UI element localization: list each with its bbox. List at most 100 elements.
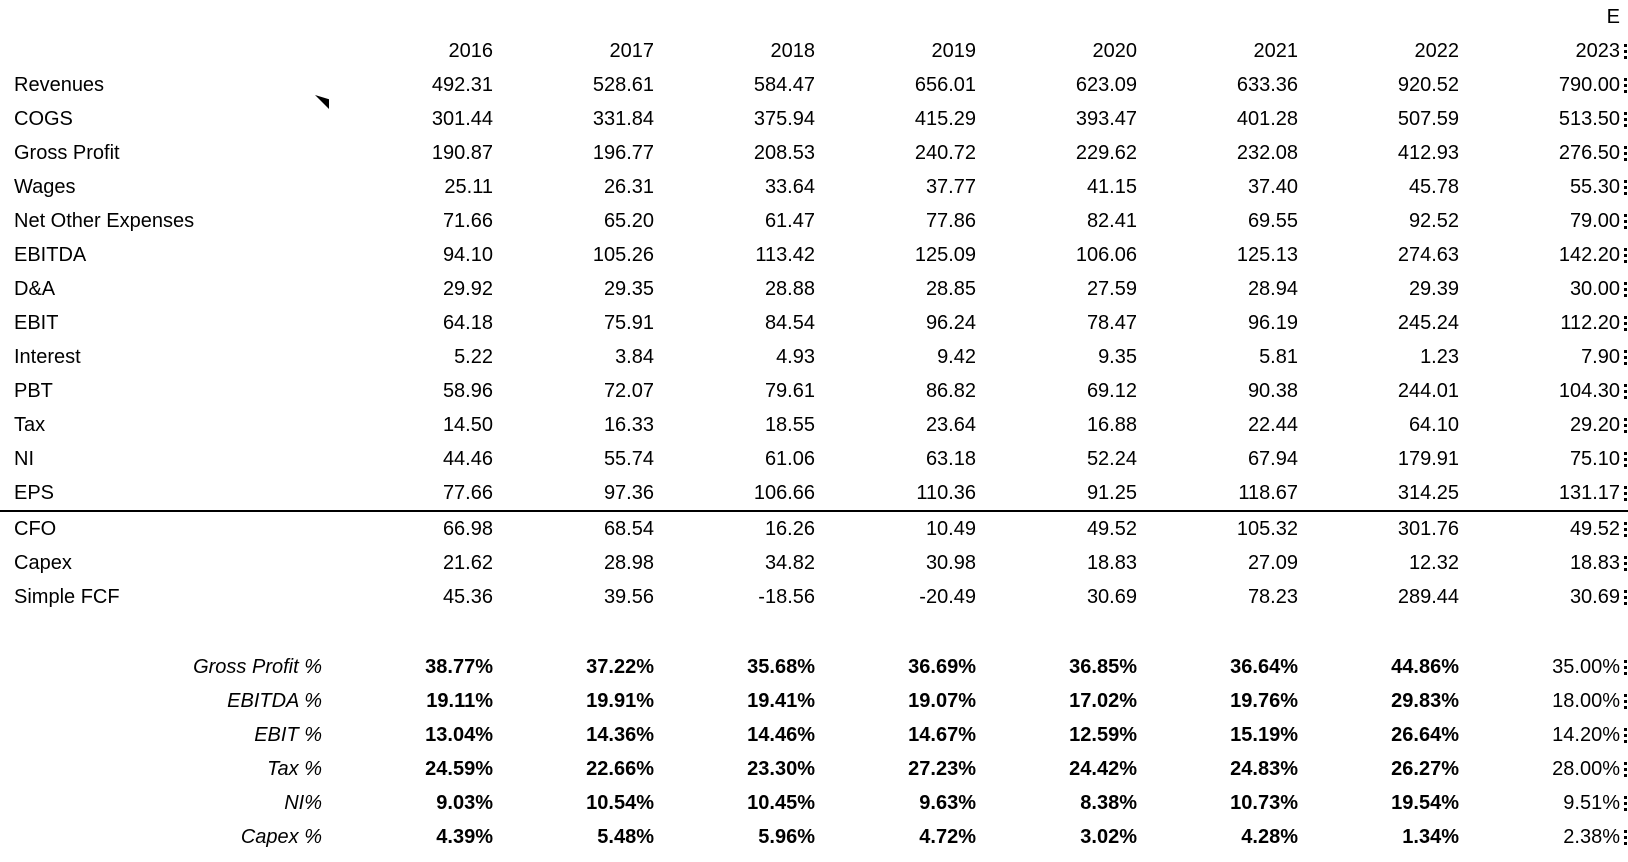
value-cell[interactable]: 104.30 — [1558, 379, 1620, 402]
value-cell[interactable]: 28.94 — [1247, 277, 1298, 300]
table-row-label[interactable]: Wages — [14, 175, 76, 198]
value-cell[interactable]: 79.00 — [1569, 209, 1620, 232]
value-cell[interactable]: -18.56 — [758, 585, 815, 608]
year-cell[interactable]: 2018 — [770, 39, 816, 62]
value-cell[interactable]: 75.91 — [603, 311, 654, 334]
value-cell[interactable]: 45.78 — [1408, 175, 1459, 198]
year-cell[interactable]: 2016 — [448, 39, 494, 62]
value-cell[interactable]: 18.00% — [1552, 689, 1620, 712]
table-row-label[interactable]: EBIT — [14, 311, 59, 334]
value-cell[interactable]: 30.69 — [1569, 585, 1620, 608]
value-cell[interactable]: 19.54% — [1391, 791, 1459, 814]
value-cell[interactable]: 44.46 — [442, 447, 493, 470]
value-cell[interactable]: 584.47 — [753, 73, 815, 96]
value-cell[interactable]: 18.83 — [1086, 551, 1137, 574]
value-cell[interactable]: 19.91% — [586, 689, 654, 712]
table-row-label[interactable]: EPS — [14, 481, 55, 504]
value-cell[interactable]: 9.51% — [1563, 791, 1620, 814]
value-cell[interactable]: 49.52 — [1086, 517, 1137, 540]
value-cell[interactable]: 28.98 — [603, 551, 654, 574]
value-cell[interactable]: 97.36 — [603, 481, 654, 504]
table-row-label[interactable]: Net Other Expenses — [14, 209, 195, 232]
value-cell[interactable]: 3.02% — [1080, 825, 1137, 848]
value-cell[interactable]: 245.24 — [1397, 311, 1459, 334]
value-cell[interactable]: 125.13 — [1236, 243, 1298, 266]
value-cell[interactable]: 23.30% — [747, 757, 815, 780]
value-cell[interactable]: 22.66% — [586, 757, 654, 780]
value-cell[interactable]: 4.39% — [436, 825, 493, 848]
value-cell[interactable]: 14.36% — [586, 723, 654, 746]
value-cell[interactable]: 24.42% — [1069, 757, 1137, 780]
table-row-label[interactable]: PBT — [14, 379, 53, 402]
value-cell[interactable]: 72.07 — [603, 379, 654, 402]
value-cell[interactable]: 34.82 — [764, 551, 815, 574]
value-cell[interactable]: 79.61 — [764, 379, 815, 402]
value-cell[interactable]: 19.07% — [908, 689, 976, 712]
value-cell[interactable]: 36.64% — [1230, 655, 1298, 678]
value-cell[interactable]: 7.90 — [1581, 345, 1620, 368]
table-row-label[interactable]: NI — [14, 447, 34, 470]
year-cell[interactable]: 2023 — [1575, 39, 1621, 62]
value-cell[interactable]: 10.54% — [586, 791, 654, 814]
value-cell[interactable]: 22.44 — [1247, 413, 1298, 436]
value-cell[interactable]: 113.42 — [755, 243, 815, 266]
value-cell[interactable]: 14.67% — [908, 723, 976, 746]
value-cell[interactable]: 94.10 — [442, 243, 493, 266]
value-cell[interactable]: 276.50 — [1558, 141, 1620, 164]
value-cell[interactable]: -20.49 — [919, 585, 976, 608]
value-cell[interactable]: 3.84 — [615, 345, 654, 368]
value-cell[interactable]: 77.86 — [925, 209, 976, 232]
table-row-label[interactable]: Gross Profit % — [193, 655, 322, 678]
value-cell[interactable]: 19.41% — [747, 689, 815, 712]
value-cell[interactable]: 118.67 — [1238, 481, 1298, 504]
value-cell[interactable]: 75.10 — [1569, 447, 1620, 470]
value-cell[interactable]: 64.10 — [1408, 413, 1459, 436]
value-cell[interactable]: 244.01 — [1397, 379, 1459, 402]
value-cell[interactable]: 19.76% — [1230, 689, 1298, 712]
value-cell[interactable]: 24.59% — [425, 757, 493, 780]
value-cell[interactable]: 656.01 — [914, 73, 976, 96]
value-cell[interactable]: 179.91 — [1397, 447, 1459, 470]
value-cell[interactable]: 38.77% — [425, 655, 493, 678]
value-cell[interactable]: 412.93 — [1397, 141, 1459, 164]
value-cell[interactable]: 1.23 — [1420, 345, 1459, 368]
value-cell[interactable]: 26.64% — [1391, 723, 1459, 746]
value-cell[interactable]: 623.09 — [1075, 73, 1137, 96]
value-cell[interactable]: 12.32 — [1408, 551, 1459, 574]
value-cell[interactable]: 68.54 — [603, 517, 654, 540]
value-cell[interactable]: 5.96% — [758, 825, 815, 848]
value-cell[interactable]: 131.17 — [1558, 481, 1620, 504]
value-cell[interactable]: 69.12 — [1086, 379, 1137, 402]
value-cell[interactable]: 91.25 — [1086, 481, 1137, 504]
year-cell[interactable]: 2019 — [931, 39, 977, 62]
value-cell[interactable]: 492.31 — [431, 73, 493, 96]
value-cell[interactable]: 375.94 — [753, 107, 815, 130]
value-cell[interactable]: 21.62 — [442, 551, 493, 574]
value-cell[interactable]: 10.49 — [925, 517, 976, 540]
value-cell[interactable]: 29.92 — [442, 277, 493, 300]
value-cell[interactable]: 27.23% — [908, 757, 976, 780]
value-cell[interactable]: 28.88 — [764, 277, 815, 300]
table-row-label[interactable]: Interest — [14, 345, 81, 368]
value-cell[interactable]: 14.46% — [747, 723, 815, 746]
value-cell[interactable]: 82.41 — [1086, 209, 1137, 232]
value-cell[interactable]: 10.45% — [747, 791, 815, 814]
table-row-label[interactable]: COGS — [14, 107, 73, 130]
value-cell[interactable]: 19.11% — [426, 689, 493, 712]
value-cell[interactable]: 331.84 — [592, 107, 654, 130]
value-cell[interactable]: 105.26 — [592, 243, 654, 266]
value-cell[interactable]: 96.24 — [925, 311, 976, 334]
value-cell[interactable]: 9.42 — [937, 345, 976, 368]
value-cell[interactable]: 16.33 — [603, 413, 654, 436]
value-cell[interactable]: 29.39 — [1408, 277, 1459, 300]
value-cell[interactable]: 4.93 — [776, 345, 815, 368]
value-cell[interactable]: 301.76 — [1397, 517, 1459, 540]
value-cell[interactable]: 69.55 — [1247, 209, 1298, 232]
table-row-label[interactable]: Tax — [14, 413, 46, 436]
value-cell[interactable]: 25.11 — [444, 175, 493, 198]
value-cell[interactable]: 66.98 — [442, 517, 493, 540]
value-cell[interactable]: 78.23 — [1247, 585, 1298, 608]
value-cell[interactable]: 274.63 — [1397, 243, 1459, 266]
year-cell[interactable]: 2022 — [1414, 39, 1460, 62]
value-cell[interactable]: 5.22 — [454, 345, 493, 368]
